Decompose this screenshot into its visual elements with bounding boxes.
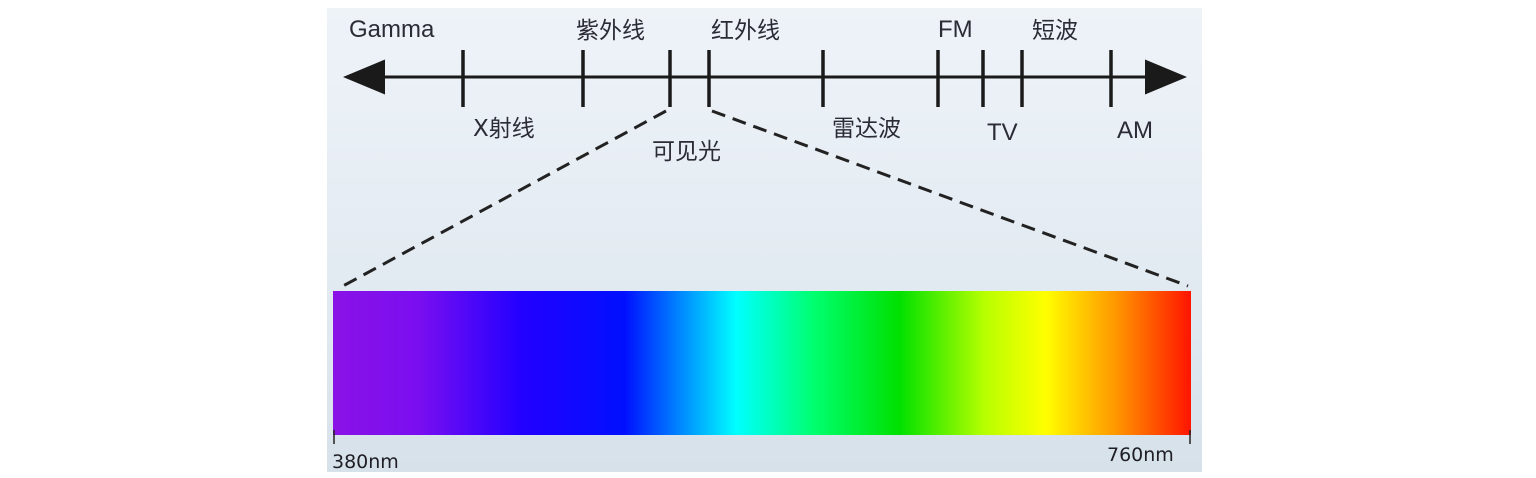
label-ultraviolet: 紫外线 [576, 18, 645, 44]
label-visible-light: 可见光 [652, 139, 721, 165]
wavelength-end-label: 760nm [1107, 444, 1174, 466]
label-fm: FM [938, 16, 973, 43]
label-radar: 雷达波 [832, 116, 901, 142]
zoom-line-right [711, 109, 1189, 288]
label-am: AM [1117, 117, 1153, 144]
wavelength-start-label: 380nm [332, 451, 399, 473]
axis-ticks [461, 50, 1113, 107]
label-xray: X射线 [473, 116, 535, 142]
label-tv: TV [987, 119, 1018, 146]
zoom-line-left [342, 109, 667, 288]
label-shortwave: 短波 [1032, 18, 1078, 44]
label-gamma: Gamma [349, 16, 435, 43]
label-infrared: 红外线 [711, 18, 780, 44]
visible-spectrum-bar [333, 291, 1191, 435]
